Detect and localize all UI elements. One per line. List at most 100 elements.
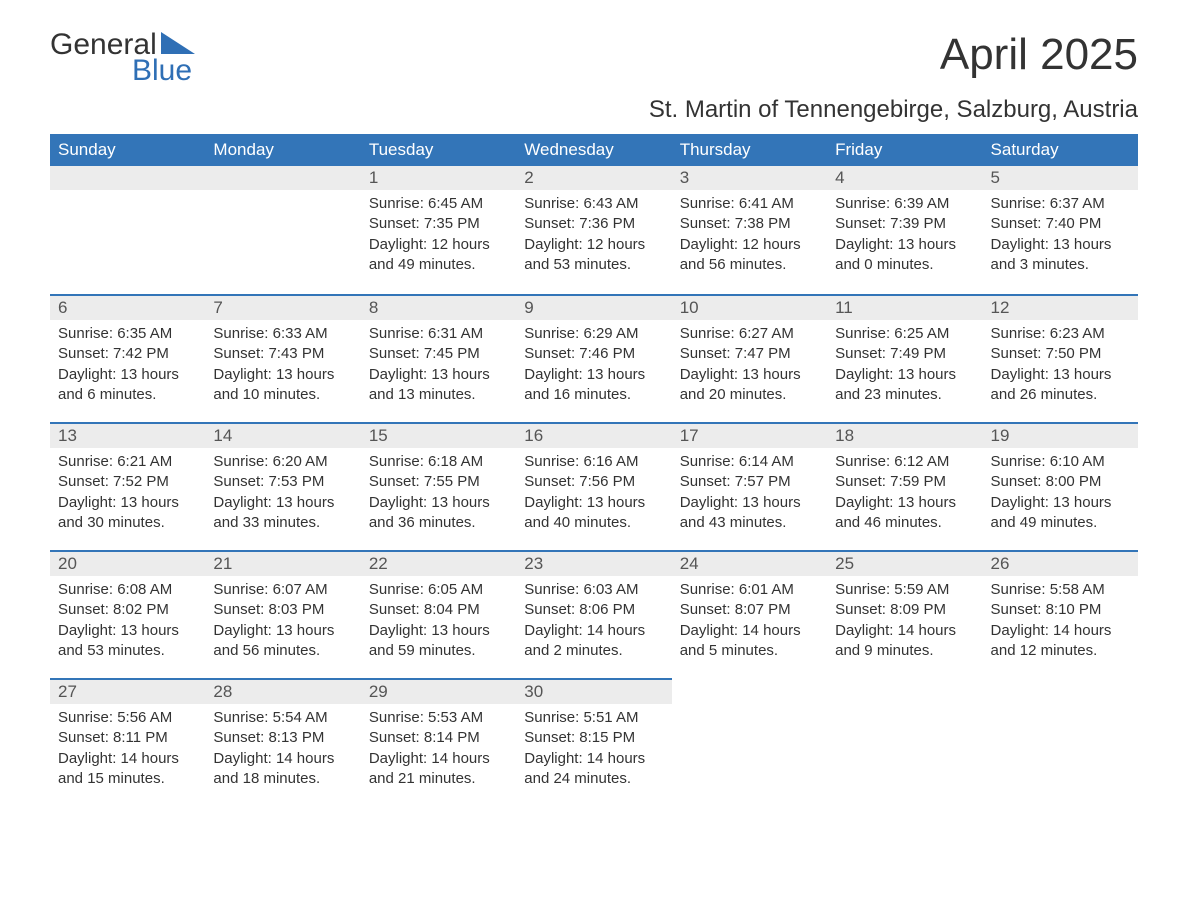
day-detail-line: Sunset: 7:53 PM [213,472,352,492]
day-detail-line: and 43 minutes. [680,513,819,533]
day-detail-line: Sunrise: 6:10 AM [991,452,1130,472]
day-detail-line: and 5 minutes. [680,641,819,661]
day-number: 4 [827,166,982,190]
day-detail-line: and 9 minutes. [835,641,974,661]
day-number: 22 [361,550,516,576]
calendar-cell: 15Sunrise: 6:18 AMSunset: 7:55 PMDayligh… [361,422,516,550]
day-detail-line: Daylight: 12 hours [680,235,819,255]
day-detail-line: Daylight: 14 hours [213,749,352,769]
calendar-cell: 27Sunrise: 5:56 AMSunset: 8:11 PMDayligh… [50,678,205,806]
weekday-friday: Friday [827,134,982,166]
calendar-cell: 11Sunrise: 6:25 AMSunset: 7:49 PMDayligh… [827,294,982,422]
day-detail-line: Daylight: 13 hours [58,365,197,385]
day-detail-line: and 15 minutes. [58,769,197,789]
day-detail-line: Daylight: 14 hours [58,749,197,769]
day-detail-line: Daylight: 13 hours [991,235,1130,255]
day-detail-line: Sunrise: 5:58 AM [991,580,1130,600]
calendar-cell: 23Sunrise: 6:03 AMSunset: 8:06 PMDayligh… [516,550,671,678]
day-details: Sunrise: 5:56 AMSunset: 8:11 PMDaylight:… [50,704,205,797]
day-detail-line: Daylight: 13 hours [369,621,508,641]
day-detail-line: Daylight: 13 hours [524,493,663,513]
day-details: Sunrise: 6:21 AMSunset: 7:52 PMDaylight:… [50,448,205,541]
day-detail-line: Daylight: 14 hours [680,621,819,641]
day-detail-line: Sunrise: 6:12 AM [835,452,974,472]
day-detail-line: Sunset: 7:50 PM [991,344,1130,364]
calendar-cell: 26Sunrise: 5:58 AMSunset: 8:10 PMDayligh… [983,550,1138,678]
day-detail-line: and 49 minutes. [369,255,508,275]
day-details: Sunrise: 6:23 AMSunset: 7:50 PMDaylight:… [983,320,1138,413]
day-detail-line: and 24 minutes. [524,769,663,789]
day-detail-line: and 18 minutes. [213,769,352,789]
calendar-cell: 1Sunrise: 6:45 AMSunset: 7:35 PMDaylight… [361,166,516,294]
day-details: Sunrise: 6:03 AMSunset: 8:06 PMDaylight:… [516,576,671,669]
day-details: Sunrise: 5:58 AMSunset: 8:10 PMDaylight:… [983,576,1138,669]
day-details: Sunrise: 6:14 AMSunset: 7:57 PMDaylight:… [672,448,827,541]
day-detail-line: Sunset: 7:52 PM [58,472,197,492]
day-details: Sunrise: 6:05 AMSunset: 8:04 PMDaylight:… [361,576,516,669]
weekday-monday: Monday [205,134,360,166]
day-detail-line: Sunset: 7:46 PM [524,344,663,364]
calendar-cell: 21Sunrise: 6:07 AMSunset: 8:03 PMDayligh… [205,550,360,678]
day-detail-line: Sunset: 8:06 PM [524,600,663,620]
calendar-cell [672,678,827,806]
day-detail-line: and 20 minutes. [680,385,819,405]
day-number: 26 [983,550,1138,576]
day-detail-line: Daylight: 13 hours [991,493,1130,513]
day-detail-line: Daylight: 13 hours [835,493,974,513]
day-detail-line: Sunset: 7:36 PM [524,214,663,234]
page-header: General Blue April 2025 [50,30,1138,86]
day-details: Sunrise: 6:25 AMSunset: 7:49 PMDaylight:… [827,320,982,413]
day-detail-line: Sunset: 7:55 PM [369,472,508,492]
day-detail-line: Sunrise: 6:37 AM [991,194,1130,214]
day-details: Sunrise: 6:43 AMSunset: 7:36 PMDaylight:… [516,190,671,283]
day-detail-line: Sunset: 7:57 PM [680,472,819,492]
day-number: 13 [50,422,205,448]
day-number: 28 [205,678,360,704]
calendar-cell: 9Sunrise: 6:29 AMSunset: 7:46 PMDaylight… [516,294,671,422]
day-details: Sunrise: 6:18 AMSunset: 7:55 PMDaylight:… [361,448,516,541]
day-number: 20 [50,550,205,576]
day-detail-line: and 2 minutes. [524,641,663,661]
day-detail-line: Daylight: 14 hours [835,621,974,641]
day-detail-line: Sunset: 7:40 PM [991,214,1130,234]
calendar-cell: 19Sunrise: 6:10 AMSunset: 8:00 PMDayligh… [983,422,1138,550]
day-detail-line: Daylight: 14 hours [524,621,663,641]
day-detail-line: Sunrise: 6:08 AM [58,580,197,600]
day-detail-line: and 23 minutes. [835,385,974,405]
day-detail-line: Daylight: 13 hours [835,365,974,385]
day-number: 17 [672,422,827,448]
calendar-table: Sunday Monday Tuesday Wednesday Thursday… [50,134,1138,806]
day-details: Sunrise: 5:54 AMSunset: 8:13 PMDaylight:… [205,704,360,797]
day-detail-line: Sunrise: 6:23 AM [991,324,1130,344]
calendar-cell: 3Sunrise: 6:41 AMSunset: 7:38 PMDaylight… [672,166,827,294]
day-detail-line: Sunset: 7:59 PM [835,472,974,492]
day-detail-line: Daylight: 13 hours [680,365,819,385]
day-detail-line: and 21 minutes. [369,769,508,789]
calendar-cell: 20Sunrise: 6:08 AMSunset: 8:02 PMDayligh… [50,550,205,678]
day-details: Sunrise: 6:37 AMSunset: 7:40 PMDaylight:… [983,190,1138,283]
day-detail-line: Sunrise: 5:53 AM [369,708,508,728]
day-detail-line: Sunrise: 6:14 AM [680,452,819,472]
day-number: 9 [516,294,671,320]
day-detail-line: Sunrise: 6:33 AM [213,324,352,344]
calendar-cell: 10Sunrise: 6:27 AMSunset: 7:47 PMDayligh… [672,294,827,422]
calendar-cell: 25Sunrise: 5:59 AMSunset: 8:09 PMDayligh… [827,550,982,678]
day-detail-line: Sunrise: 6:39 AM [835,194,974,214]
day-details: Sunrise: 6:01 AMSunset: 8:07 PMDaylight:… [672,576,827,669]
day-detail-line: Daylight: 13 hours [835,235,974,255]
day-detail-line: and 6 minutes. [58,385,197,405]
day-detail-line: Daylight: 12 hours [524,235,663,255]
day-details: Sunrise: 6:07 AMSunset: 8:03 PMDaylight:… [205,576,360,669]
calendar-cell: 8Sunrise: 6:31 AMSunset: 7:45 PMDaylight… [361,294,516,422]
day-detail-line: and 16 minutes. [524,385,663,405]
brand-logo: General Blue [50,30,195,86]
day-detail-line: Sunset: 8:14 PM [369,728,508,748]
day-detail-line: and 40 minutes. [524,513,663,533]
day-detail-line: and 46 minutes. [835,513,974,533]
day-number: 6 [50,294,205,320]
day-details: Sunrise: 6:45 AMSunset: 7:35 PMDaylight:… [361,190,516,283]
day-number: 12 [983,294,1138,320]
day-detail-line: Sunset: 7:49 PM [835,344,974,364]
calendar-cell: 16Sunrise: 6:16 AMSunset: 7:56 PMDayligh… [516,422,671,550]
day-details: Sunrise: 6:16 AMSunset: 7:56 PMDaylight:… [516,448,671,541]
